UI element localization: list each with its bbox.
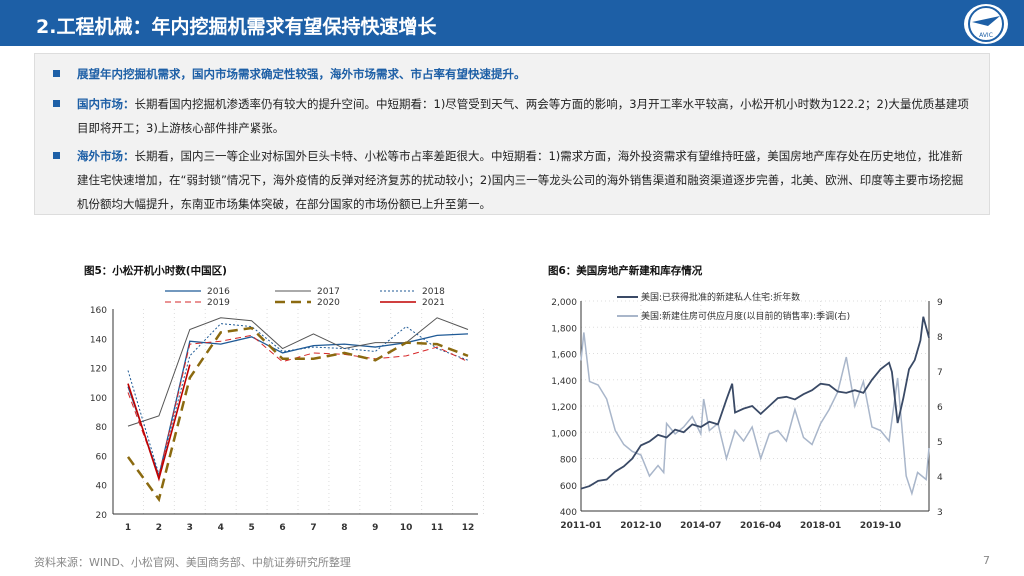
y-tick-label: 1,200: [551, 403, 577, 413]
legend-label: 2021: [422, 298, 445, 308]
chart5-title: 图5：小松开机小时数(中国区): [84, 265, 227, 277]
y-tick-label: 600: [560, 482, 577, 492]
legend-label: 美国:新建住房可供应月度(以目前的销售率):季调(右): [641, 310, 850, 322]
header-bar: 2.工程机械：年内挖掘机需求有望保持快速增长 AVIC: [0, 0, 1024, 46]
x-tick-label: 1: [125, 523, 131, 533]
x-tick-label: 7: [310, 523, 316, 533]
bullet-domestic: 国内市场：长期看国内挖掘机渗透率仍有较大的提升空间。中短期看：1)尽管受到天气、…: [53, 92, 973, 140]
legend-label: 2019: [207, 298, 230, 308]
bullet-square-icon: [53, 100, 60, 107]
x-tick-label: 4: [218, 523, 224, 533]
chart6-us-housing: 400 600 800 1,000 1,200 1,400 1,600 1,800 2,000 3…: [551, 291, 943, 531]
x-tick-label: 2019-10: [860, 521, 901, 531]
y-tick-label: 100: [90, 394, 107, 404]
y2-tick-label: 3: [937, 508, 943, 518]
y-tick-label: 400: [560, 508, 577, 518]
y2-tick-label: 5: [937, 438, 943, 448]
y-tick-label: 1,400: [551, 377, 577, 387]
y-tick-label: 1,800: [551, 324, 577, 334]
y2-tick-label: 7: [937, 368, 943, 378]
y-tick-label: 1,600: [551, 351, 577, 361]
page-title: 2.工程机械：年内挖掘机需求有望保持快速增长: [36, 16, 437, 38]
y-tick-label: 800: [560, 456, 577, 466]
x-tick-label: 2018-01: [800, 521, 841, 531]
series-line-2017: [127, 317, 469, 427]
legend-label: 2020: [317, 298, 340, 308]
y2-tick-label: 8: [937, 333, 943, 343]
x-tick-label: 2016-04: [740, 521, 781, 531]
x-tick-label: 2011-01: [560, 521, 601, 531]
y2-tick-label: 9: [937, 298, 943, 308]
x-tick-label: 6: [279, 523, 285, 533]
series-line-2016: [127, 333, 469, 479]
legend-label: 2017: [317, 287, 340, 297]
series-line-2019: [127, 334, 469, 478]
x-tick-label: 11: [431, 523, 444, 533]
y-tick-label: 40: [96, 482, 108, 492]
page-number: 7: [983, 554, 990, 567]
x-tick-label: 2: [156, 523, 162, 533]
chart6-title: 图6：美国房地产新建和库存情况: [548, 265, 703, 277]
x-tick-label: 2012-10: [620, 521, 661, 531]
y-tick-label: 80: [96, 423, 108, 433]
y-tick-label: 60: [96, 452, 108, 462]
svg-text:AVIC: AVIC: [979, 32, 993, 39]
x-tick-label: 3: [187, 523, 193, 533]
x-tick-label: 8: [341, 523, 347, 533]
bullet-overseas: 海外市场：长期看，国内三一等企业对标国外巨头卡特、小松等市占率差距很大。中短期看…: [53, 144, 973, 216]
series-line-2020: [126, 326, 469, 503]
bullet-square-icon: [53, 70, 60, 77]
x-tick-label: 9: [372, 523, 378, 533]
bullet-outlook: 展望年内挖掘机需求，国内市场需求确定性较强，海外市场需求、市占率有望快速提升。: [53, 62, 973, 86]
summary-box: 展望年内挖掘机需求，国内市场需求确定性较强，海外市场需求、市占率有望快速提升。 …: [34, 53, 990, 215]
x-tick-label: 5: [249, 523, 255, 533]
legend-label: 2018: [422, 287, 445, 297]
x-tick-label: 10: [400, 523, 413, 533]
x-tick-label: 2014-07: [680, 521, 721, 531]
y-tick-label: 140: [90, 335, 107, 345]
series-line-2021: [127, 364, 191, 482]
legend-label: 美国:已获得批准的新建私人住宅:折年数: [641, 291, 800, 303]
series-line-right: [580, 332, 930, 497]
series-line-2018: [127, 323, 469, 477]
series-line-left: [580, 316, 930, 490]
y-tick-label: 120: [90, 365, 107, 375]
y2-tick-label: 4: [937, 473, 943, 483]
y-tick-label: 20: [96, 511, 108, 521]
source-note: 资料来源：WIND、小松官网、美国商务部、中航证券研究所整理: [34, 556, 351, 569]
y-tick-label: 1,000: [551, 429, 577, 439]
bullet-square-icon: [53, 152, 60, 159]
y-tick-label: 160: [90, 306, 107, 316]
company-logo: AVIC: [964, 4, 1008, 44]
x-tick-label: 12: [462, 523, 475, 533]
y-tick-label: 2,000: [551, 298, 577, 308]
legend-label: 2016: [207, 287, 230, 297]
y2-tick-label: 6: [937, 403, 943, 413]
